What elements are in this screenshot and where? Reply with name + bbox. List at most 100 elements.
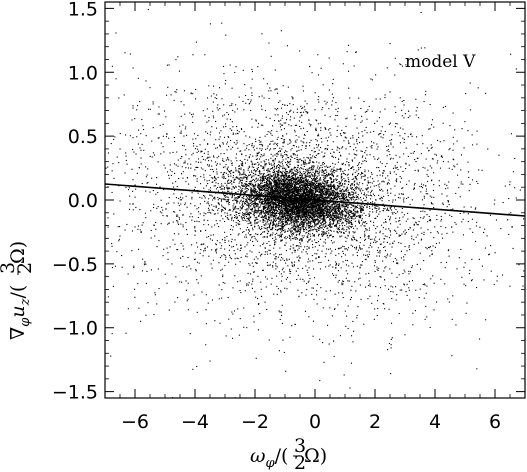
scatter-point (282, 258, 284, 260)
scatter-point (305, 265, 307, 267)
scatter-point (376, 249, 378, 251)
scatter-point (384, 246, 386, 248)
scatter-point (336, 197, 338, 199)
scatter-point (193, 294, 195, 296)
scatter-point (248, 215, 250, 217)
scatter-point (351, 204, 353, 206)
scatter-point (368, 215, 370, 217)
scatter-point (329, 195, 331, 197)
scatter-point (311, 183, 313, 185)
scatter-point (260, 210, 262, 212)
scatter-point (299, 173, 301, 175)
scatter-point (389, 208, 391, 210)
scatter-point (338, 212, 340, 214)
scatter-point (330, 252, 332, 254)
scatter-point (383, 170, 385, 172)
scatter-point (297, 194, 299, 196)
scatter-point (229, 171, 231, 173)
scatter-point (235, 216, 237, 218)
scatter-point (246, 256, 248, 258)
scatter-point (373, 142, 375, 144)
scatter-point (269, 203, 271, 205)
scatter-point (303, 196, 305, 198)
scatter-point (477, 87, 479, 89)
scatter-point (305, 232, 307, 234)
scatter-point (174, 172, 176, 174)
scatter-point (258, 226, 260, 228)
scatter-point (338, 248, 340, 250)
scatter-point (307, 241, 309, 243)
scatter-point (306, 190, 308, 192)
scatter-point (119, 200, 121, 202)
scatter-point (278, 179, 280, 181)
scatter-point (241, 182, 243, 184)
scatter-point (114, 265, 116, 267)
scatter-point (314, 213, 316, 215)
scatter-point (386, 255, 388, 257)
scatter-point (376, 175, 378, 177)
scatter-point (232, 175, 234, 177)
scatter-point (275, 212, 277, 214)
scatter-point (368, 284, 370, 286)
scatter-point (226, 112, 228, 114)
scatter-point (273, 173, 275, 175)
scatter-point (330, 217, 332, 219)
scatter-point (315, 209, 317, 211)
scatter-point (244, 203, 246, 205)
scatter-point (178, 197, 180, 199)
scatter-point (326, 182, 328, 184)
scatter-point (421, 135, 423, 137)
scatter-point (268, 339, 270, 341)
scatter-point (240, 192, 242, 194)
scatter-point (324, 203, 326, 205)
scatter-point (257, 164, 259, 166)
scatter-point (349, 197, 351, 199)
scatter-point (281, 189, 283, 191)
scatter-point (244, 213, 246, 215)
scatter-point (180, 132, 182, 134)
scatter-point (227, 297, 229, 299)
scatter-point (334, 308, 336, 310)
scatter-point (155, 221, 157, 223)
scatter-point (325, 137, 327, 139)
scatter-point (343, 208, 345, 210)
scatter-point (268, 217, 270, 219)
scatter-point (342, 189, 344, 191)
scatter-point (228, 249, 230, 251)
scatter-point (359, 242, 361, 244)
scatter-point (367, 180, 369, 182)
scatter-point (303, 182, 305, 184)
scatter-point (300, 181, 302, 183)
scatter-point (164, 167, 166, 169)
scatter-point (321, 235, 323, 237)
scatter-point (267, 197, 269, 199)
scatter-point (381, 181, 383, 183)
scatter-point (253, 205, 255, 207)
scatter-point (291, 192, 293, 194)
scatter-point (325, 204, 327, 206)
scatter-point (298, 218, 300, 220)
scatter-point (208, 189, 210, 191)
scatter-point (373, 185, 375, 187)
scatter-point (378, 133, 380, 135)
scatter-point (266, 169, 268, 171)
scatter-point (145, 282, 147, 284)
scatter-point (157, 192, 159, 194)
scatter-point (514, 187, 516, 189)
scatter-point (234, 71, 236, 73)
scatter-point (475, 207, 477, 209)
scatter-point (341, 235, 343, 237)
scatter-point (306, 202, 308, 204)
scatter-point (221, 199, 223, 201)
scatter-point (285, 208, 287, 210)
scatter-point (368, 247, 370, 249)
scatter-point (327, 188, 329, 190)
scatter-point (340, 211, 342, 213)
scatter-point (312, 212, 314, 214)
scatter-point (308, 280, 310, 282)
scatter-point (276, 109, 278, 111)
scatter-point (353, 153, 355, 155)
scatter-point (380, 243, 382, 245)
scatter-point (293, 154, 295, 156)
scatter-point (294, 215, 296, 217)
